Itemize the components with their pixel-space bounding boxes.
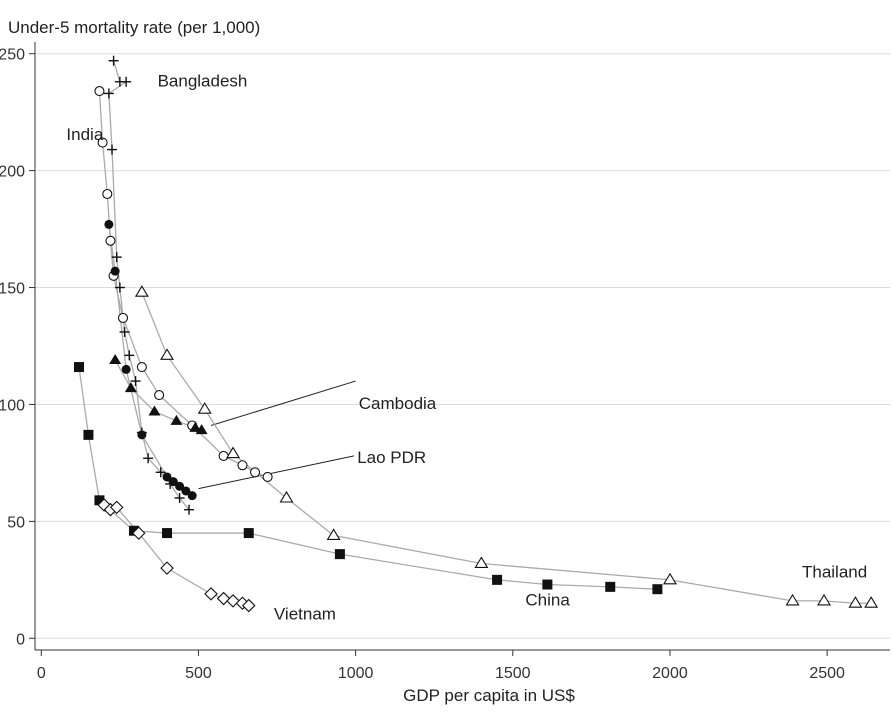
y-tick-label: 150 bbox=[0, 281, 25, 298]
data-point-china bbox=[605, 581, 616, 592]
data-point-cambodia bbox=[134, 285, 149, 297]
series-line-vietnam bbox=[103, 504, 249, 607]
data-point-china bbox=[334, 549, 345, 560]
data-point-china bbox=[492, 574, 503, 585]
data-point-vietnam bbox=[226, 594, 240, 608]
y-tick-label: 200 bbox=[0, 164, 25, 181]
series-line-india bbox=[98, 91, 268, 478]
data-point-vietnam bbox=[109, 500, 124, 515]
x-tick-label: 0 bbox=[37, 665, 46, 682]
country-label-vietnam: Vietnam bbox=[274, 605, 336, 624]
data-point-cambodia-filled bbox=[195, 424, 208, 435]
series-line-lao-pdr bbox=[108, 224, 193, 497]
data-point-cambodia bbox=[279, 490, 294, 503]
data-point-vietnam bbox=[131, 526, 146, 540]
data-point-lao-pdr bbox=[168, 477, 178, 487]
data-point-vietnam bbox=[241, 598, 256, 613]
y-axis-title: Under-5 mortality rate (per 1,000) bbox=[8, 18, 261, 37]
data-point-bangladesh bbox=[107, 144, 118, 155]
data-point-bangladesh bbox=[108, 55, 119, 66]
data-point-india bbox=[97, 137, 108, 148]
data-point-cambodia bbox=[226, 446, 241, 459]
x-tick-label: 1500 bbox=[495, 665, 531, 682]
data-point-china bbox=[243, 528, 254, 539]
data-point-china bbox=[129, 525, 140, 536]
data-point-india bbox=[237, 460, 248, 471]
data-point-india bbox=[102, 188, 113, 200]
y-tick-label: 100 bbox=[0, 397, 25, 414]
data-point-bangladesh bbox=[121, 76, 132, 87]
data-point-lao-pdr bbox=[162, 472, 172, 482]
series-line-bangladesh bbox=[108, 60, 190, 511]
country-label-lao-pdr: Lao PDR bbox=[357, 448, 426, 467]
data-point-cambodia-filled bbox=[124, 382, 137, 393]
data-point-india bbox=[154, 390, 165, 401]
data-point-india bbox=[262, 471, 273, 483]
data-point-bangladesh bbox=[143, 453, 154, 464]
series-line-cambodia bbox=[141, 291, 872, 604]
data-point-india bbox=[105, 235, 116, 246]
data-point-vietnam bbox=[216, 591, 231, 606]
data-point-bangladesh bbox=[119, 326, 130, 337]
x-axis-title: GDP per capita in US$ bbox=[403, 686, 575, 705]
country-label-thailand: Thailand bbox=[802, 563, 867, 582]
y-tick-label: 50 bbox=[7, 514, 25, 531]
data-point-bangladesh bbox=[155, 467, 166, 478]
x-tick-label: 1000 bbox=[338, 665, 374, 682]
data-point-vietnam bbox=[204, 587, 218, 601]
data-point-cambodia bbox=[662, 572, 677, 585]
data-point-china bbox=[652, 584, 663, 595]
data-point-lao-pdr bbox=[175, 481, 185, 491]
x-tick-label: 2000 bbox=[652, 665, 688, 682]
data-point-cambodia bbox=[848, 596, 863, 608]
data-point-india bbox=[136, 361, 147, 373]
x-tick-label: 500 bbox=[185, 665, 212, 682]
data-point-bangladesh bbox=[114, 282, 125, 293]
data-point-cambodia bbox=[160, 348, 174, 360]
data-point-lao-pdr bbox=[181, 486, 191, 496]
data-point-india bbox=[249, 467, 261, 478]
country-label-china: China bbox=[525, 591, 570, 610]
data-point-lao-pdr bbox=[137, 430, 147, 440]
data-point-china bbox=[94, 495, 105, 506]
data-point-bangladesh bbox=[103, 88, 114, 99]
data-point-bangladesh bbox=[124, 350, 135, 361]
data-point-cambodia bbox=[474, 556, 489, 569]
data-point-cambodia-filled bbox=[109, 354, 122, 365]
data-point-india bbox=[117, 312, 129, 323]
data-point-china bbox=[542, 579, 553, 590]
data-point-bangladesh bbox=[174, 493, 185, 503]
data-point-china bbox=[162, 528, 173, 539]
data-point-bangladesh bbox=[184, 504, 195, 515]
data-point-cambodia bbox=[817, 593, 831, 606]
data-point-cambodia bbox=[785, 593, 800, 606]
y-tick-label: 0 bbox=[16, 631, 25, 648]
data-point-bangladesh bbox=[130, 376, 141, 387]
x-tick-label: 2500 bbox=[809, 665, 845, 682]
country-label-cambodia: Cambodia bbox=[359, 394, 437, 413]
y-tick-label: 250 bbox=[0, 47, 25, 64]
annotation-leader-line bbox=[210, 380, 356, 426]
data-point-cambodia bbox=[864, 596, 879, 608]
data-point-bangladesh bbox=[111, 252, 122, 263]
data-point-china bbox=[83, 429, 94, 440]
data-point-vietnam bbox=[160, 561, 174, 575]
annotation-leader-line bbox=[198, 455, 355, 490]
data-point-cambodia bbox=[326, 528, 341, 540]
data-point-india bbox=[94, 86, 105, 97]
data-point-cambodia-filled bbox=[148, 405, 161, 416]
country-label-bangladesh: Bangladesh bbox=[158, 71, 248, 90]
data-point-cambodia-filled bbox=[189, 421, 202, 432]
data-point-india bbox=[218, 450, 229, 461]
data-point-lao-pdr bbox=[110, 266, 120, 276]
data-point-cambodia-filled bbox=[170, 414, 183, 425]
country-label-india: India bbox=[66, 125, 103, 144]
data-point-lao-pdr bbox=[187, 491, 197, 501]
data-point-china bbox=[74, 362, 85, 373]
data-point-cambodia bbox=[197, 402, 212, 414]
data-point-lao-pdr bbox=[121, 364, 131, 374]
data-point-lao-pdr bbox=[104, 219, 114, 229]
